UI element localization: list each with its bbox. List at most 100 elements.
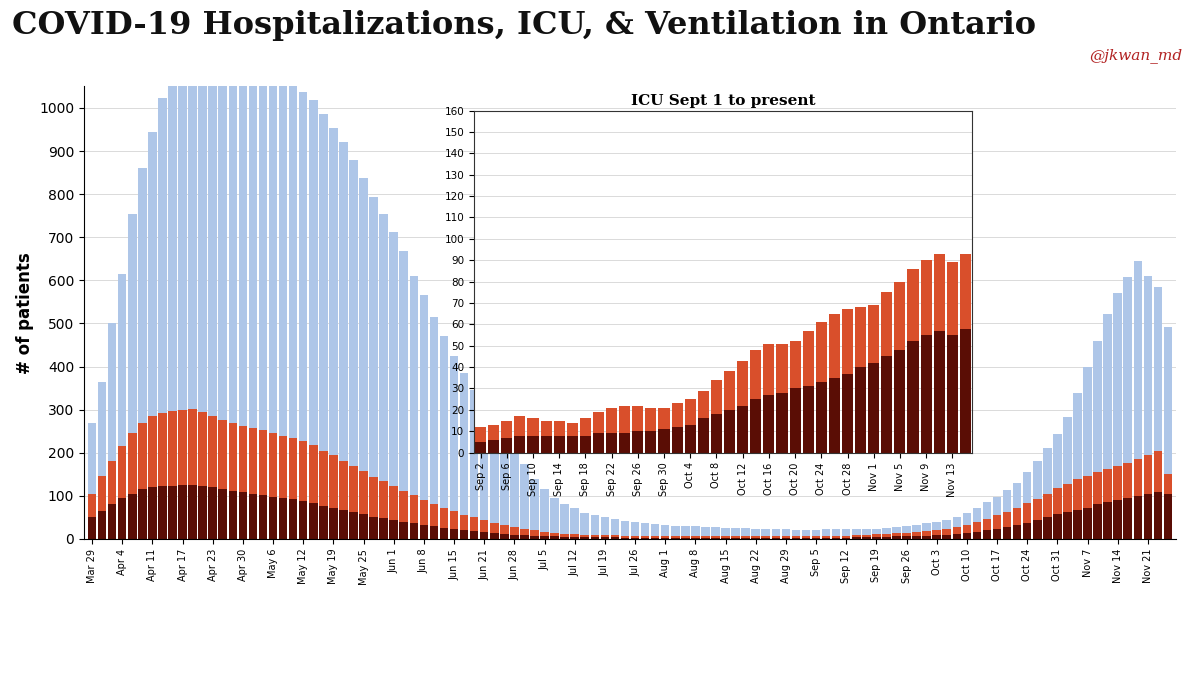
- Bar: [593, 433, 604, 453]
- Bar: [1033, 499, 1042, 520]
- Bar: [188, 484, 197, 539]
- Bar: [148, 487, 157, 539]
- Bar: [1063, 512, 1072, 539]
- Bar: [923, 536, 931, 539]
- Bar: [218, 489, 227, 539]
- Bar: [842, 374, 853, 453]
- Bar: [390, 520, 398, 539]
- Bar: [682, 536, 690, 538]
- Bar: [650, 538, 660, 539]
- Bar: [942, 535, 952, 539]
- Bar: [248, 428, 257, 493]
- Bar: [1164, 493, 1172, 539]
- Bar: [790, 341, 800, 388]
- Bar: [842, 536, 851, 538]
- Bar: [566, 435, 578, 453]
- Bar: [811, 538, 821, 539]
- Bar: [721, 538, 730, 539]
- Bar: [359, 178, 368, 471]
- Bar: [731, 528, 740, 536]
- Bar: [349, 466, 358, 512]
- Bar: [502, 437, 512, 453]
- Bar: [947, 335, 958, 453]
- Bar: [581, 513, 589, 535]
- Bar: [580, 435, 590, 453]
- Bar: [742, 536, 750, 538]
- Bar: [661, 536, 670, 538]
- Bar: [650, 524, 660, 536]
- Bar: [802, 530, 810, 536]
- Bar: [340, 510, 348, 539]
- Bar: [1033, 520, 1042, 539]
- Bar: [108, 504, 116, 539]
- Bar: [566, 423, 578, 435]
- Bar: [811, 536, 821, 538]
- Bar: [439, 528, 449, 539]
- Bar: [502, 421, 512, 437]
- Bar: [430, 316, 438, 504]
- Bar: [822, 536, 830, 538]
- Bar: [902, 533, 911, 536]
- Title: ICU Sept 1 to present: ICU Sept 1 to present: [631, 94, 815, 108]
- Bar: [1073, 393, 1081, 480]
- Bar: [409, 495, 418, 524]
- Bar: [932, 522, 941, 530]
- Bar: [619, 406, 630, 433]
- Bar: [209, 41, 217, 416]
- Bar: [842, 529, 851, 536]
- Bar: [1123, 498, 1132, 539]
- Bar: [892, 527, 901, 533]
- Bar: [852, 538, 860, 539]
- Bar: [520, 529, 529, 535]
- Bar: [721, 536, 730, 538]
- Bar: [1123, 277, 1132, 463]
- Bar: [992, 529, 1001, 539]
- Bar: [500, 534, 509, 539]
- Bar: [731, 536, 740, 538]
- Bar: [1114, 500, 1122, 539]
- Bar: [868, 363, 880, 453]
- Bar: [259, 430, 268, 495]
- Bar: [973, 522, 982, 531]
- Bar: [1063, 484, 1072, 512]
- Bar: [319, 506, 328, 539]
- Bar: [289, 500, 298, 539]
- Bar: [641, 538, 649, 539]
- Bar: [299, 91, 307, 441]
- Bar: [460, 531, 468, 539]
- Bar: [832, 536, 840, 538]
- Bar: [672, 404, 683, 427]
- Bar: [148, 416, 157, 487]
- Bar: [731, 538, 740, 539]
- Bar: [772, 536, 780, 538]
- Bar: [923, 531, 931, 536]
- Bar: [691, 527, 700, 536]
- Bar: [802, 536, 810, 538]
- Bar: [108, 323, 116, 462]
- Bar: [1084, 366, 1092, 477]
- Bar: [450, 357, 458, 511]
- Bar: [148, 132, 157, 416]
- Bar: [1153, 451, 1162, 491]
- Bar: [359, 514, 368, 539]
- Bar: [370, 477, 378, 517]
- Bar: [138, 169, 146, 423]
- Bar: [842, 538, 851, 539]
- Bar: [390, 486, 398, 520]
- Bar: [480, 520, 488, 532]
- Bar: [540, 489, 548, 531]
- Bar: [907, 341, 918, 453]
- Bar: [751, 529, 760, 536]
- Bar: [641, 536, 649, 538]
- Bar: [289, 84, 298, 437]
- Bar: [1093, 504, 1102, 539]
- Bar: [1103, 502, 1112, 539]
- Bar: [983, 519, 991, 531]
- Bar: [781, 536, 790, 538]
- Bar: [661, 524, 670, 536]
- Bar: [606, 408, 617, 433]
- Bar: [1134, 460, 1142, 496]
- Bar: [349, 160, 358, 466]
- Bar: [379, 214, 388, 481]
- Bar: [659, 429, 670, 453]
